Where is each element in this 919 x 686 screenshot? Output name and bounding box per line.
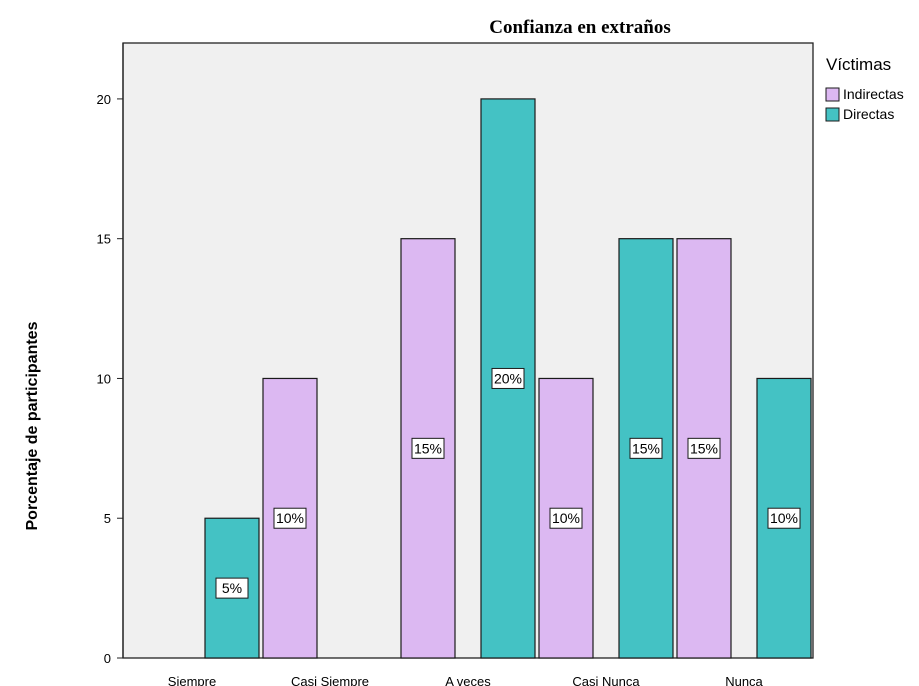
x-tick-label: Casi Siempre	[291, 674, 369, 686]
data-label: 20%	[494, 370, 522, 386]
legend-title: Víctimas	[826, 55, 891, 74]
data-label: 10%	[552, 510, 580, 526]
data-label-box	[411, 437, 445, 459]
data-label-box	[629, 437, 663, 459]
data-label-box	[215, 577, 249, 599]
axes: 0 5 10 15 20 Siempre Casi Siempre A veces Casi N…	[97, 43, 764, 686]
data-label: 5%	[222, 580, 242, 596]
data-labels: 10% 15% 10% 15% 5% 20% 15% 10%	[215, 367, 801, 599]
data-label: 15%	[632, 440, 660, 456]
data-label: 15%	[414, 440, 442, 456]
data-label-box	[491, 367, 525, 389]
legend-label-indirectas: Indirectas	[843, 86, 904, 102]
y-tick-label: 0	[104, 651, 111, 666]
data-label: 10%	[770, 510, 798, 526]
legend-swatch-indirectas	[825, 87, 840, 102]
data-label-box	[687, 437, 721, 459]
x-tick-label: Casi Nunca	[572, 674, 640, 686]
legend-swatch-directas	[825, 107, 840, 122]
y-tick-label: 10	[97, 371, 111, 386]
y-axis-label: Porcentaje de participantes	[24, 321, 41, 530]
legend-label-directas: Directas	[843, 106, 894, 122]
y-tick-label: 15	[97, 232, 111, 247]
chart-title: Confianza en extraños	[489, 17, 671, 38]
x-tick-label: A veces	[445, 674, 491, 686]
data-label-box	[767, 507, 801, 529]
x-tick-label: Nunca	[725, 674, 763, 686]
y-tick-label: 5	[104, 511, 111, 526]
y-tick-label: 20	[97, 92, 111, 107]
x-tick-label: Siempre	[168, 674, 216, 686]
data-label: 15%	[690, 440, 718, 456]
legend: Víctimas Indirectas Directas	[825, 55, 904, 122]
data-label: 10%	[276, 510, 304, 526]
data-label-box	[273, 507, 307, 529]
data-label-box	[549, 507, 583, 529]
